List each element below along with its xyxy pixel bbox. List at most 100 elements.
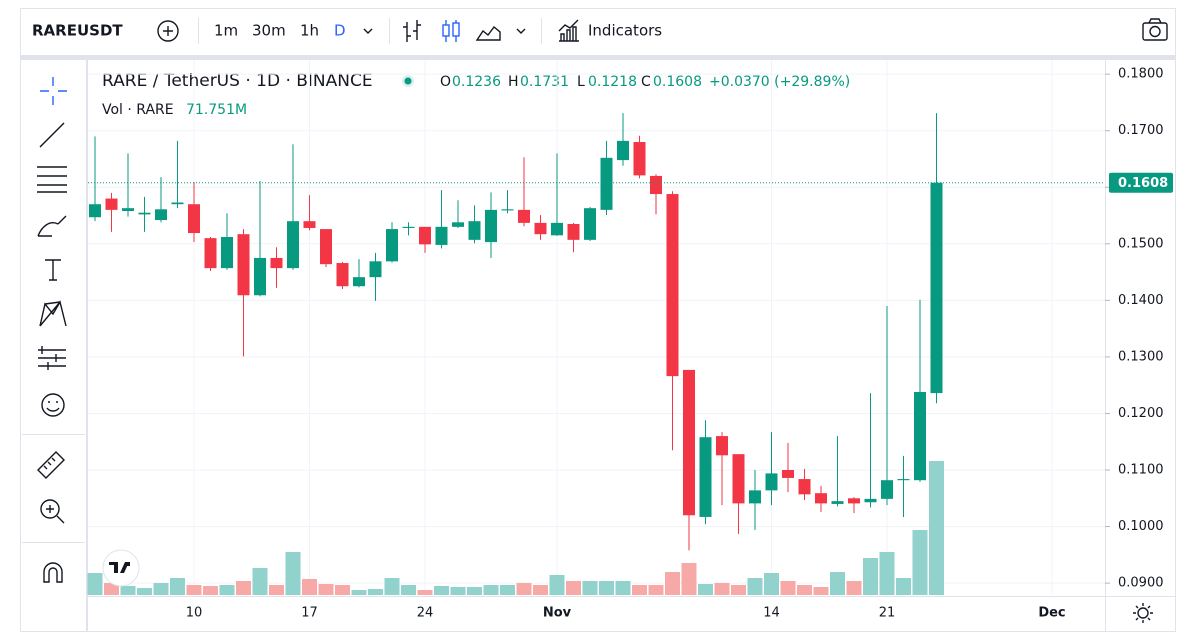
- legend-prefix: L: [577, 74, 585, 90]
- y-tick-label: 0.1000: [1118, 519, 1164, 534]
- candle-body: [237, 234, 250, 296]
- candle-body: [881, 480, 893, 499]
- volume-last: 71.751M: [186, 102, 247, 118]
- tv-logo: [102, 549, 140, 587]
- x-tick-label: Dec: [1038, 606, 1065, 621]
- candle-body: [782, 470, 794, 478]
- candle-body: [270, 257, 283, 269]
- volume-bar: [467, 587, 482, 595]
- candle-body: [221, 237, 233, 269]
- drawing-tools: [22, 77, 85, 583]
- candle-body: [650, 175, 662, 195]
- volume-bar: [648, 584, 664, 595]
- volume-bar: [170, 578, 185, 595]
- text-tool[interactable]: [45, 259, 61, 281]
- crosshair-tool[interactable]: [40, 77, 67, 105]
- volume-bar: [285, 551, 301, 595]
- volume-bar: [533, 584, 548, 595]
- candle-body: [815, 493, 827, 504]
- volume-bar: [269, 584, 284, 595]
- candle-body: [105, 198, 118, 210]
- volume-bar: [450, 587, 466, 595]
- x-tick-label: 21: [879, 606, 896, 621]
- y-tick-label: 0.1700: [1118, 123, 1164, 138]
- volume-bar: [879, 551, 895, 595]
- candle-body: [600, 157, 613, 210]
- indicators-button[interactable]: Indicators: [588, 22, 662, 40]
- bars-style[interactable]: [403, 20, 421, 42]
- candle-body: [633, 142, 646, 176]
- candle-body: [749, 490, 761, 504]
- style-dropdown[interactable]: [516, 28, 526, 34]
- candle-body: [138, 212, 151, 215]
- volume-bar: [87, 573, 103, 595]
- icon-tool[interactable]: [41, 393, 65, 417]
- candle-body: [155, 209, 167, 221]
- interval-dropdown[interactable]: [363, 28, 373, 34]
- candle-body: [864, 498, 877, 503]
- interval-button[interactable]: 1m: [214, 22, 238, 40]
- magnet-tool[interactable]: [43, 562, 63, 583]
- x-tick-label: 14: [763, 606, 780, 621]
- volume-bar: [368, 589, 383, 595]
- volume-bar: [912, 529, 928, 595]
- candle-body: [930, 182, 943, 394]
- volume-title: Vol · RARE: [102, 102, 174, 118]
- volume-bar: [863, 558, 878, 595]
- candle-body: [353, 277, 365, 287]
- candle-body: [89, 204, 101, 218]
- candles-style[interactable]: [442, 20, 460, 42]
- candle-body: [402, 226, 415, 228]
- x-tick-label: Nov: [543, 606, 572, 621]
- brush-tool[interactable]: [37, 215, 67, 237]
- toolbar-divider: [21, 55, 1175, 60]
- volume-bar: [219, 584, 235, 595]
- measure-tool[interactable]: [37, 451, 65, 479]
- legend-prefix: H: [508, 74, 519, 90]
- legend-low: 0.1218: [588, 74, 637, 90]
- volume-bar: [384, 578, 400, 595]
- candle-body: [452, 222, 464, 227]
- candle-body: [897, 479, 910, 481]
- candle-body: [419, 226, 431, 245]
- candle-body: [848, 498, 860, 504]
- candle-body: [732, 454, 745, 504]
- add-symbol-button[interactable]: [157, 20, 179, 42]
- zoom-tool[interactable]: [40, 499, 65, 524]
- volume-bar: [615, 580, 631, 595]
- legend-prefix: O: [440, 74, 451, 90]
- volume-bar: [665, 571, 680, 595]
- y-tick-label: 0.1200: [1118, 406, 1164, 421]
- sidebar-divider: [86, 60, 88, 632]
- volume-bar: [302, 578, 317, 595]
- candle-body: [122, 208, 134, 211]
- volume-bar: [120, 585, 136, 595]
- settings-button[interactable]: [1133, 603, 1153, 623]
- volume-bar: [566, 580, 581, 595]
- candle-body: [287, 221, 299, 269]
- candle-body: [435, 226, 448, 245]
- volume-bar: [764, 573, 779, 595]
- interval-button[interactable]: 1h: [300, 22, 319, 40]
- interval-button[interactable]: 30m: [252, 22, 286, 40]
- snapshot-button[interactable]: [1142, 18, 1168, 41]
- candle-body: [336, 263, 349, 287]
- chart-title: RARE / TetherUS · 1D · BINANCE: [102, 71, 373, 91]
- trend-line-tool[interactable]: [39, 122, 65, 148]
- volume-bar: [846, 580, 862, 595]
- interval-button[interactable]: D: [334, 22, 346, 40]
- volume-bar: [252, 567, 268, 595]
- indicators-icon[interactable]: [558, 19, 579, 42]
- symbol[interactable]: RAREUSDT: [32, 22, 123, 40]
- x-tick-label: 24: [417, 606, 434, 621]
- volume-bar: [203, 585, 218, 595]
- fib-tool[interactable]: [37, 166, 67, 193]
- legend-high: 0.1731: [520, 74, 569, 90]
- prediction-tool[interactable]: [38, 346, 66, 370]
- area-style[interactable]: [475, 25, 501, 41]
- volume-bar: [632, 584, 647, 595]
- pattern-tool[interactable]: [39, 300, 67, 327]
- volume-bar: [681, 562, 697, 595]
- volume-bar: [780, 580, 796, 595]
